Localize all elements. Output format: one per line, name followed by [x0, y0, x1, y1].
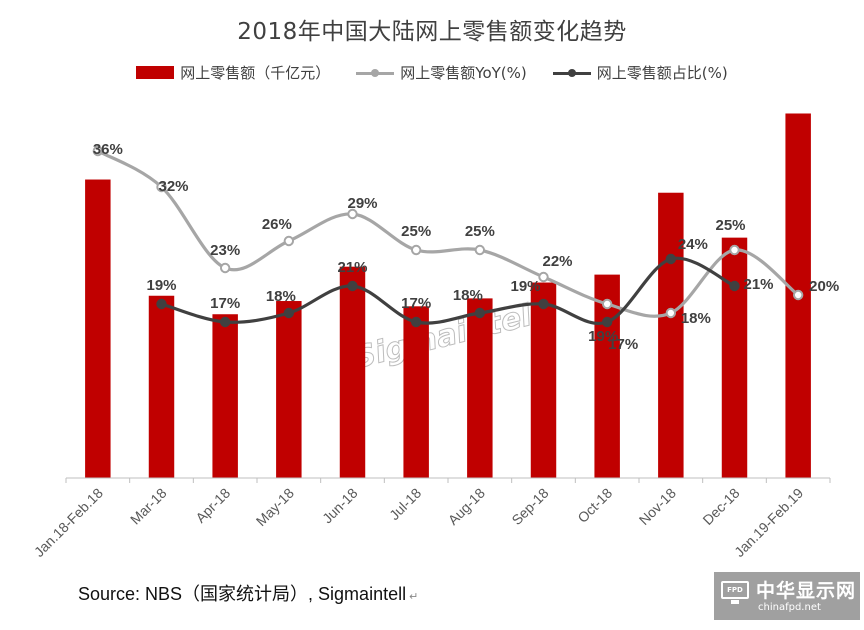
yoy-point [601, 298, 613, 310]
share-point [410, 316, 422, 328]
share-series-line [161, 256, 736, 326]
bar [403, 306, 429, 478]
legend-label-share: 网上零售额占比(%) [596, 64, 728, 82]
share-point [219, 316, 231, 328]
data-label: 24% [678, 236, 708, 253]
x-tick-label: Nov-18 [636, 485, 679, 528]
data-label: 25% [401, 223, 431, 240]
data-label: 17% [608, 336, 638, 353]
yoy-point [219, 262, 231, 274]
yoy-point [538, 271, 549, 283]
yoy-point [792, 289, 804, 301]
brand-logo: FPD 中华显示网 chinafpd.net [714, 572, 860, 620]
yoy-point [156, 181, 167, 193]
x-tick-label: Dec-18 [699, 485, 742, 528]
share-point [474, 307, 486, 319]
legend-swatch-bar [136, 66, 175, 79]
yoy-point [92, 145, 104, 157]
x-tick-label: Sep-18 [508, 485, 551, 528]
yoy-series-line [97, 149, 800, 318]
legend-swatch-share [552, 67, 591, 79]
legend-item-share: 网上零售额占比(%) [552, 62, 728, 83]
x-tick-label: Mar-18 [127, 485, 170, 528]
x-tick-label: Jun-18 [319, 485, 361, 527]
chart-legend: 网上零售额（千亿元） 网上零售额YoY(%) 网上零售额占比(%) [0, 62, 864, 83]
x-tick-label: May-18 [253, 485, 297, 529]
x-tick-label: Jan.18-Feb.18 [31, 485, 106, 560]
yoy-point [665, 307, 677, 319]
share-point [347, 280, 358, 292]
data-label: 17% [401, 295, 431, 312]
x-tick-label: Oct-18 [574, 485, 615, 526]
legend-item-bar: 网上零售额（千亿元） [136, 62, 330, 83]
data-label: 19% [588, 328, 618, 345]
yoy-point [347, 208, 358, 220]
bar [530, 282, 557, 478]
x-tick-label: Aug-18 [445, 485, 488, 528]
share-point [538, 298, 549, 310]
data-label: 17% [210, 295, 240, 312]
bar [276, 301, 302, 478]
data-label: 19% [146, 277, 176, 294]
share-point [283, 307, 295, 319]
data-label: 20% [809, 278, 839, 295]
data-label: 22% [542, 253, 572, 270]
monitor-stand [731, 600, 739, 604]
bar [148, 295, 175, 478]
yoy-point [729, 244, 740, 256]
yoy-point [474, 244, 486, 256]
legend-swatch-yoy [356, 67, 395, 79]
x-tick-label: Jul-18 [386, 485, 424, 523]
share-point [601, 316, 613, 328]
data-label: 18% [681, 310, 711, 327]
data-label: 21% [743, 276, 773, 293]
share-point [729, 280, 740, 292]
return-mark: ↵ [409, 591, 419, 603]
legend-item-yoy: 网上零售额YoY(%) [356, 62, 527, 83]
data-label: 18% [266, 288, 296, 305]
source-text: Source: NBS（国家统计局）, Sigmaintell [78, 584, 407, 604]
bar [721, 237, 748, 478]
bar [212, 314, 238, 478]
bar [85, 179, 111, 478]
legend-label-yoy: 网上零售额YoY(%) [400, 64, 527, 82]
data-label: 32% [158, 178, 188, 195]
data-label: 18% [453, 287, 483, 304]
yoy-point [410, 244, 422, 256]
share-point [156, 298, 167, 310]
source-note: Source: NBS（国家统计局）, Sigmaintell ↵ [78, 580, 418, 606]
data-label: 36% [93, 141, 123, 158]
data-label: 25% [465, 223, 495, 240]
data-label: 23% [210, 242, 240, 259]
x-tick-label: Apr-18 [192, 485, 233, 526]
share-point [665, 253, 677, 265]
bar [339, 266, 366, 478]
data-label: 25% [715, 217, 745, 234]
monitor-icon: FPD [721, 581, 749, 599]
data-label: 21% [337, 259, 367, 276]
legend-label-bar: 网上零售额（千亿元） [180, 64, 331, 82]
data-label: 26% [262, 216, 292, 233]
yoy-point [283, 235, 295, 247]
data-label: 29% [347, 195, 377, 212]
data-label: 19% [510, 278, 540, 295]
bar [467, 298, 493, 478]
brand-name: 中华显示网 [756, 580, 857, 602]
brand-url: chinafpd.net [758, 602, 821, 613]
bar [658, 192, 684, 479]
chart-title: 2018年中国大陆网上零售额变化趋势 [237, 19, 627, 45]
